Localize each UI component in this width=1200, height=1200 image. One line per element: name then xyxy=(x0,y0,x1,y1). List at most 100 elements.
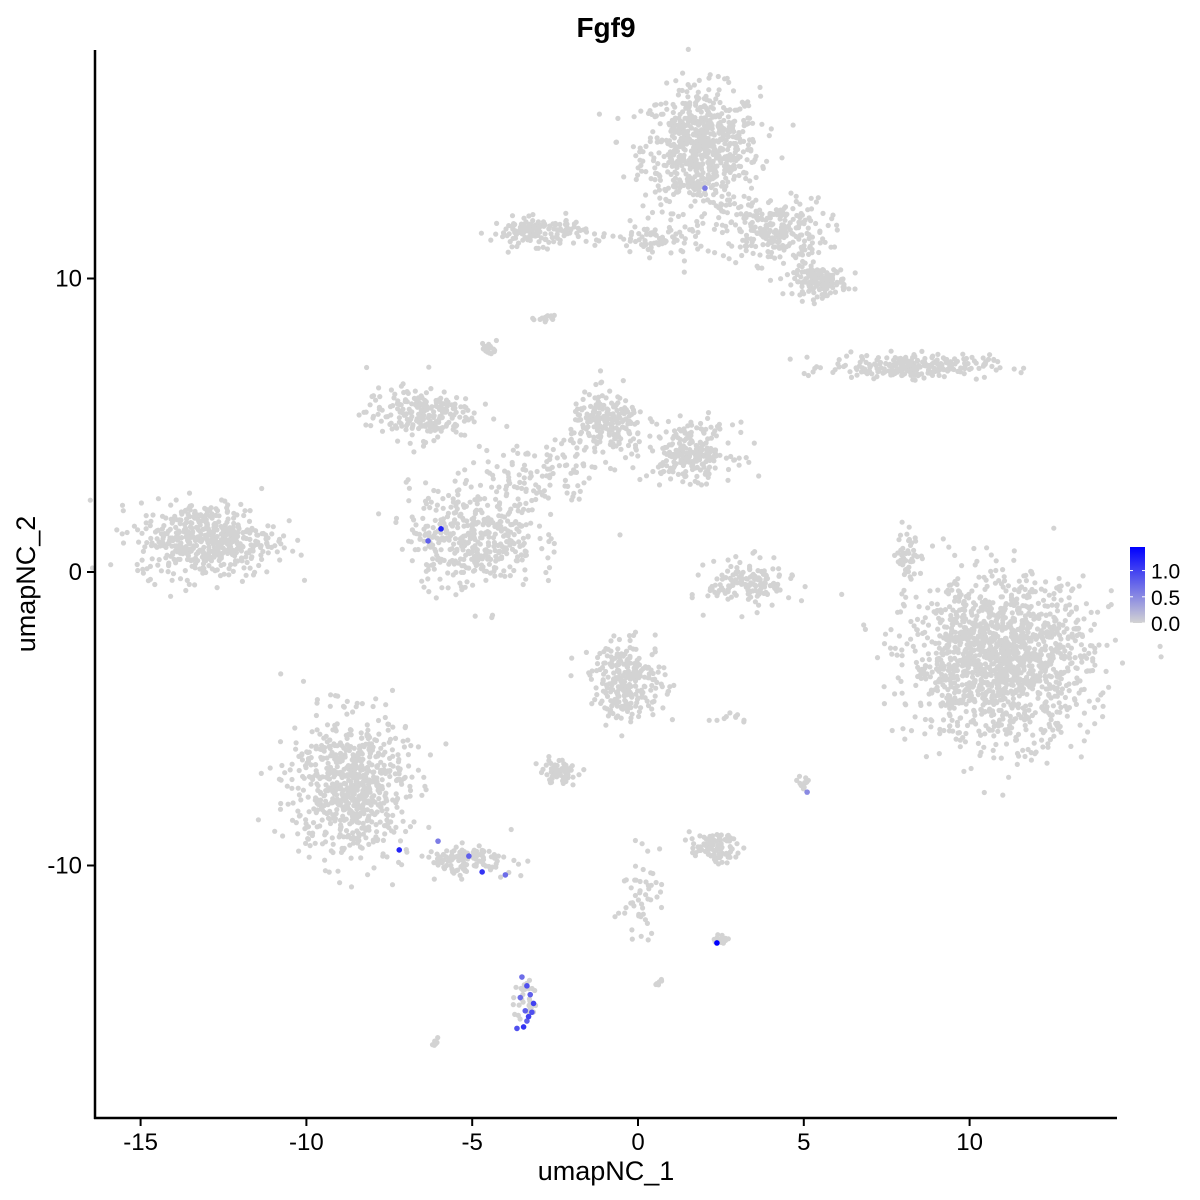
cell-point xyxy=(678,182,684,189)
cell-point xyxy=(1008,601,1014,608)
cell-point xyxy=(149,540,155,546)
cell-point xyxy=(544,444,550,450)
cell-point xyxy=(816,249,822,256)
cell-point xyxy=(455,470,461,476)
cell-point xyxy=(694,473,700,479)
cell-point xyxy=(753,197,759,203)
cell-point xyxy=(449,402,455,408)
cell-point xyxy=(525,534,531,540)
cell-point xyxy=(477,482,484,488)
cell-point xyxy=(946,544,952,550)
cell-point xyxy=(188,534,194,541)
cell-point xyxy=(435,434,441,440)
cell-point xyxy=(537,489,543,495)
cell-point xyxy=(584,411,590,417)
cell-point xyxy=(1020,603,1026,609)
cell-point xyxy=(743,211,750,217)
cell-point xyxy=(952,552,958,559)
cell-point xyxy=(645,215,651,221)
cell-point xyxy=(413,522,419,528)
cell-point xyxy=(232,536,238,542)
cell-point xyxy=(810,297,817,303)
cell-point xyxy=(1011,639,1018,645)
cell-point xyxy=(694,129,701,135)
cell-point xyxy=(912,648,918,654)
cell-point xyxy=(951,662,958,669)
cell-point xyxy=(521,221,527,227)
cell-point xyxy=(470,582,476,588)
cell-point xyxy=(591,231,598,237)
cell-point xyxy=(971,600,977,606)
cell-point xyxy=(1010,696,1017,702)
cell-point xyxy=(572,453,579,459)
cell-point xyxy=(1035,678,1041,684)
cell-point xyxy=(691,144,697,151)
cell-point xyxy=(412,547,418,553)
cell-point xyxy=(474,550,480,556)
cell-point xyxy=(695,480,701,486)
cell-point xyxy=(1023,703,1029,709)
cell-point xyxy=(704,97,710,103)
cell-point xyxy=(216,550,222,556)
cell-point xyxy=(764,158,770,164)
cell-point xyxy=(971,545,977,552)
cell-point xyxy=(529,507,535,513)
cell-point xyxy=(618,446,624,452)
cell-point xyxy=(135,567,141,574)
cell-point xyxy=(797,232,804,238)
cell-point xyxy=(738,211,744,217)
cell-point xyxy=(1083,601,1089,607)
cell-point xyxy=(705,410,712,416)
cell-point xyxy=(957,642,963,648)
cell-point xyxy=(824,293,830,299)
cell-point xyxy=(186,490,193,496)
cell-point xyxy=(647,255,653,261)
cell-point xyxy=(719,229,726,236)
cell-point xyxy=(211,554,217,560)
cell-point xyxy=(912,714,918,720)
cell-point xyxy=(744,239,750,245)
cell-point xyxy=(172,513,178,519)
cell-point xyxy=(816,287,823,293)
cell-point xyxy=(993,741,999,748)
cell-point xyxy=(797,251,803,257)
cell-point xyxy=(243,572,249,578)
cell-point xyxy=(820,282,826,288)
cell-point xyxy=(1051,733,1057,739)
cell-point xyxy=(1006,774,1012,780)
cell-point xyxy=(1058,583,1064,589)
cell-point xyxy=(919,348,925,354)
cell-point xyxy=(598,424,604,430)
cell-point xyxy=(793,193,799,199)
cell-point xyxy=(908,618,914,625)
cell-point xyxy=(1063,603,1069,609)
cell-point xyxy=(842,362,849,368)
cell-point xyxy=(265,523,271,529)
cell-point xyxy=(705,248,711,254)
cell-point xyxy=(1005,583,1012,589)
cell-point xyxy=(685,82,691,88)
cell-point xyxy=(160,536,166,542)
cell-point xyxy=(676,440,683,446)
cell-point xyxy=(1060,670,1066,677)
cell-point xyxy=(784,211,790,217)
cell-point xyxy=(259,556,265,563)
cell-point xyxy=(648,241,654,247)
cell-point xyxy=(1043,612,1049,619)
cell-point xyxy=(184,577,190,584)
cell-point xyxy=(727,575,733,582)
cell-point xyxy=(717,452,723,458)
cell-point xyxy=(1001,677,1008,683)
cell-point xyxy=(1023,676,1029,682)
cell-point xyxy=(679,87,685,94)
cell-point xyxy=(824,277,830,283)
cell-point xyxy=(721,171,727,177)
cell-point xyxy=(692,233,699,239)
cell-point xyxy=(671,148,677,154)
cell-point xyxy=(474,562,480,568)
cell-point xyxy=(1088,627,1094,633)
cell-point xyxy=(679,233,685,239)
cell-point xyxy=(715,73,721,80)
cell-point xyxy=(512,235,519,241)
cell-point xyxy=(447,411,453,417)
